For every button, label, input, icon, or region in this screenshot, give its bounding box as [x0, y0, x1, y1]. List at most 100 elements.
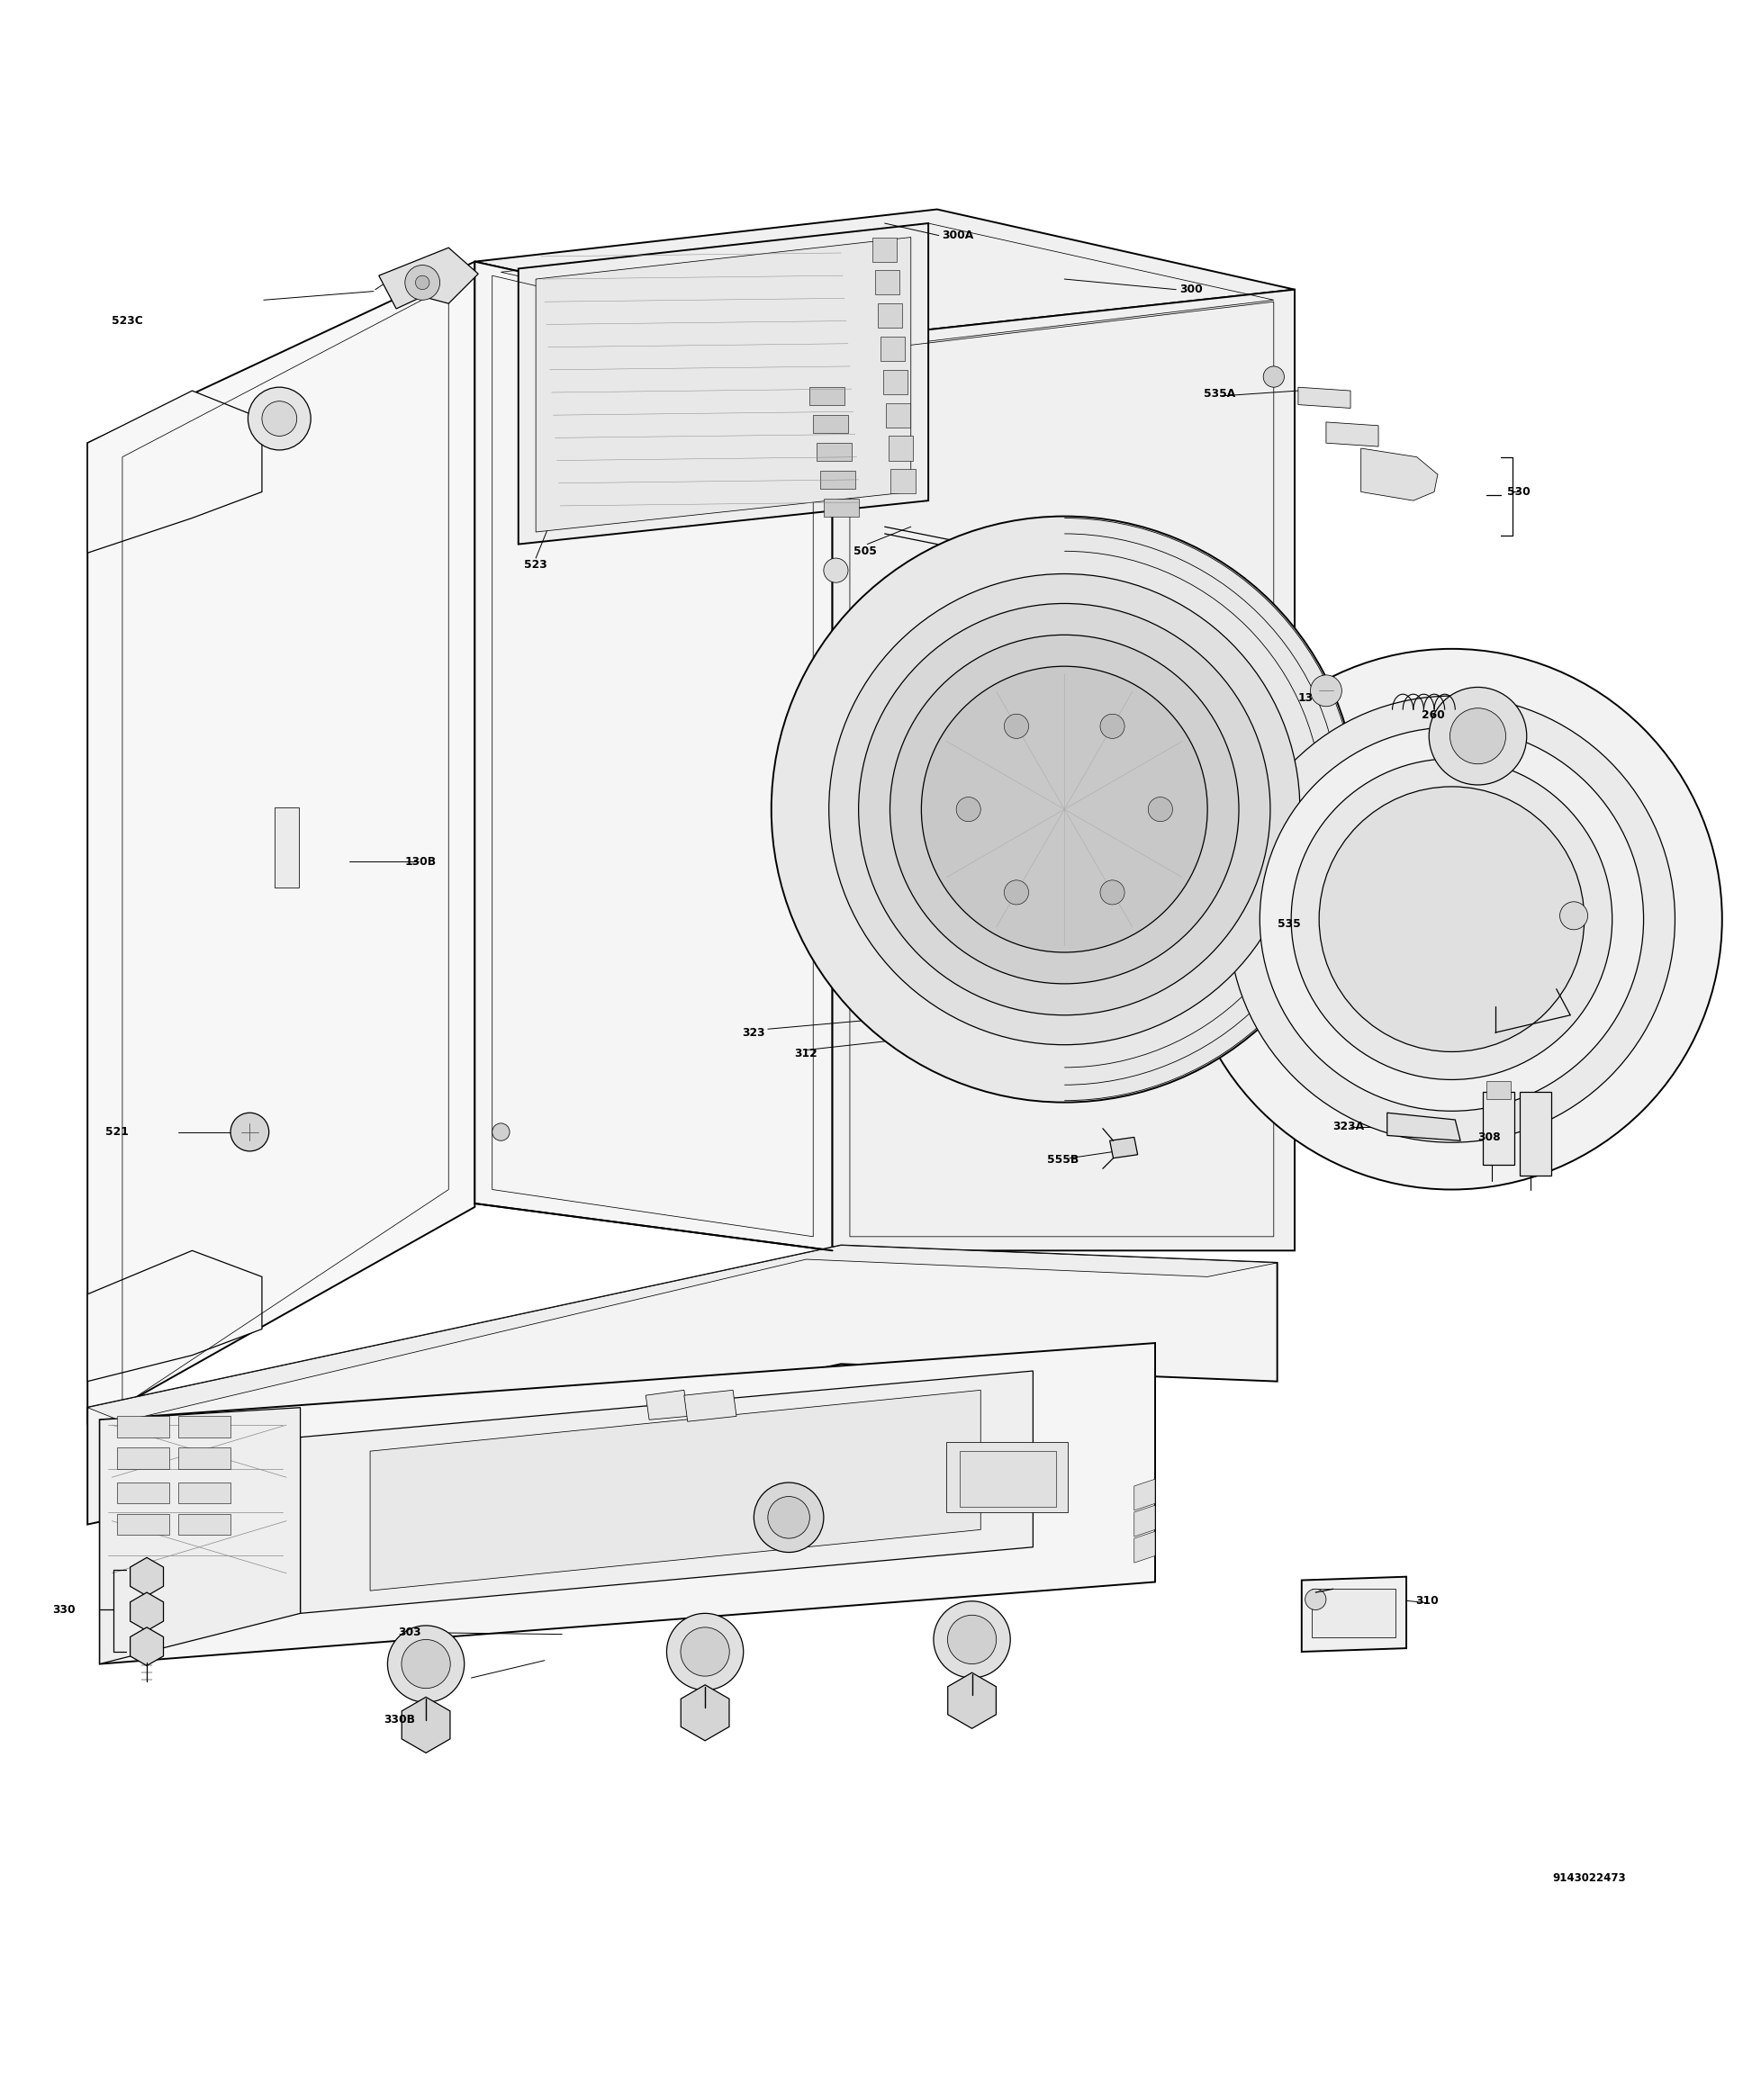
Polygon shape: [378, 248, 478, 309]
Polygon shape: [536, 237, 911, 531]
Text: 300: 300: [1179, 284, 1202, 296]
Text: 523C: 523C: [112, 315, 144, 328]
Circle shape: [405, 265, 440, 300]
Polygon shape: [88, 1252, 263, 1382]
Text: 555B: 555B: [1048, 1155, 1079, 1166]
Polygon shape: [1109, 1138, 1137, 1157]
Polygon shape: [130, 1592, 163, 1632]
Bar: [883, 370, 908, 395]
Text: 530: 530: [1507, 485, 1531, 498]
Circle shape: [753, 1483, 823, 1552]
Circle shape: [680, 1628, 729, 1676]
Text: 312: 312: [794, 1048, 816, 1058]
Text: 521: 521: [105, 1126, 128, 1138]
Polygon shape: [88, 391, 263, 552]
Circle shape: [231, 1113, 268, 1151]
Polygon shape: [100, 1344, 1155, 1663]
Bar: [885, 403, 909, 426]
Circle shape: [1100, 714, 1125, 739]
Polygon shape: [1302, 1577, 1407, 1653]
Circle shape: [1181, 649, 1722, 1189]
Polygon shape: [1361, 447, 1438, 500]
Text: 535A: 535A: [1204, 388, 1235, 401]
Circle shape: [858, 603, 1270, 1014]
Text: 523: 523: [524, 559, 547, 571]
Bar: [179, 1514, 231, 1535]
Circle shape: [957, 798, 981, 821]
Circle shape: [1004, 880, 1028, 905]
Bar: [179, 1447, 231, 1468]
Polygon shape: [948, 1674, 997, 1728]
Text: 13: 13: [1298, 691, 1314, 704]
Circle shape: [249, 386, 310, 449]
Bar: [878, 304, 902, 328]
Bar: [888, 437, 913, 460]
Polygon shape: [88, 262, 475, 1426]
Text: 303: 303: [398, 1628, 420, 1638]
Text: 505: 505: [853, 546, 876, 556]
Polygon shape: [1326, 422, 1379, 447]
Text: 535: 535: [1277, 918, 1300, 930]
Circle shape: [1430, 687, 1526, 785]
Polygon shape: [646, 1390, 687, 1420]
Bar: [872, 237, 897, 262]
Bar: [823, 500, 858, 517]
Polygon shape: [683, 1390, 736, 1422]
Text: 330B: 330B: [384, 1714, 415, 1726]
Polygon shape: [1134, 1531, 1155, 1562]
Circle shape: [1559, 901, 1587, 930]
Text: 310: 310: [1416, 1596, 1438, 1606]
Circle shape: [829, 573, 1300, 1046]
Bar: [117, 1415, 170, 1436]
Bar: [890, 468, 915, 493]
Circle shape: [263, 401, 296, 437]
Bar: [809, 386, 844, 405]
Text: 330: 330: [53, 1604, 75, 1615]
Bar: [1484, 1092, 1514, 1166]
Polygon shape: [1388, 1113, 1461, 1140]
Bar: [117, 1447, 170, 1468]
Circle shape: [1004, 714, 1028, 739]
Polygon shape: [475, 210, 1295, 340]
Circle shape: [1291, 758, 1612, 1079]
Bar: [1487, 1082, 1510, 1098]
Circle shape: [1319, 788, 1584, 1052]
Polygon shape: [130, 1628, 163, 1665]
Polygon shape: [1134, 1478, 1155, 1510]
Polygon shape: [88, 1245, 1277, 1525]
Text: 323: 323: [741, 1027, 764, 1037]
Polygon shape: [1134, 1506, 1155, 1537]
Circle shape: [1263, 365, 1284, 386]
Circle shape: [1260, 727, 1643, 1111]
Circle shape: [948, 1615, 997, 1663]
Bar: [813, 416, 848, 433]
Polygon shape: [130, 1558, 163, 1596]
Polygon shape: [100, 1407, 300, 1663]
Polygon shape: [1298, 386, 1351, 407]
Bar: [876, 271, 899, 294]
Polygon shape: [519, 223, 929, 544]
Circle shape: [1228, 695, 1675, 1142]
Polygon shape: [88, 1245, 1277, 1422]
Bar: [946, 1443, 1069, 1512]
Circle shape: [387, 1625, 464, 1703]
Polygon shape: [300, 1371, 1034, 1613]
Circle shape: [1305, 1590, 1326, 1611]
Bar: [117, 1483, 170, 1504]
Circle shape: [771, 517, 1358, 1102]
Bar: [179, 1415, 231, 1436]
Polygon shape: [475, 262, 832, 1252]
Text: 308: 308: [1479, 1132, 1501, 1142]
Circle shape: [492, 1124, 510, 1140]
Polygon shape: [370, 1390, 981, 1590]
Text: 130B: 130B: [405, 857, 436, 867]
Polygon shape: [682, 1684, 729, 1741]
Text: 300A: 300A: [943, 229, 974, 242]
Circle shape: [890, 634, 1239, 983]
Bar: [960, 1451, 1056, 1508]
Circle shape: [922, 666, 1207, 951]
Polygon shape: [832, 290, 1295, 1252]
Circle shape: [1100, 880, 1125, 905]
Bar: [1312, 1590, 1396, 1638]
Bar: [816, 443, 851, 460]
